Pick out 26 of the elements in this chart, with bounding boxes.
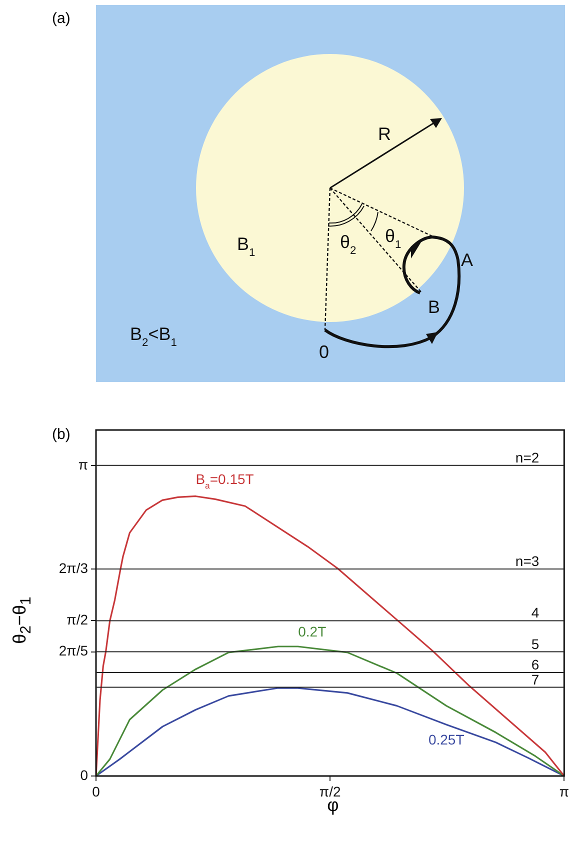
- annotation: n=3: [515, 552, 540, 569]
- y-tick-label: 2π/3: [58, 560, 88, 576]
- text: R: [378, 124, 391, 144]
- text: B$_{2}$<B$_{1}$: [130, 324, 177, 349]
- y-tick-label: 2π/5: [58, 642, 88, 659]
- x-tick-label: π/2: [319, 783, 341, 800]
- series-label: 0.25T: [428, 732, 465, 748]
- annotation: 4: [531, 604, 540, 621]
- annotation: 6: [531, 656, 540, 672]
- y-tick-label: π/2: [66, 612, 88, 628]
- text: θ$_{2}$: [340, 232, 356, 257]
- chart-title: (b): [52, 426, 70, 443]
- x-tick-label: π: [559, 783, 570, 800]
- annotation: 5: [531, 636, 540, 652]
- text: (a): [52, 10, 70, 27]
- text: A: [461, 250, 474, 270]
- annotation: n=2: [515, 449, 540, 466]
- text: θ$_{1}$: [385, 226, 402, 251]
- annotation: 7: [531, 671, 540, 688]
- text: B$_{1}$: [237, 234, 256, 259]
- x-tick-label: 0: [92, 783, 100, 800]
- text: 0: [319, 342, 330, 362]
- series-label: 0.2T: [298, 623, 327, 640]
- y-tick-label: 0: [80, 766, 88, 783]
- text: B: [428, 297, 440, 317]
- y-tick-label: π: [78, 456, 88, 472]
